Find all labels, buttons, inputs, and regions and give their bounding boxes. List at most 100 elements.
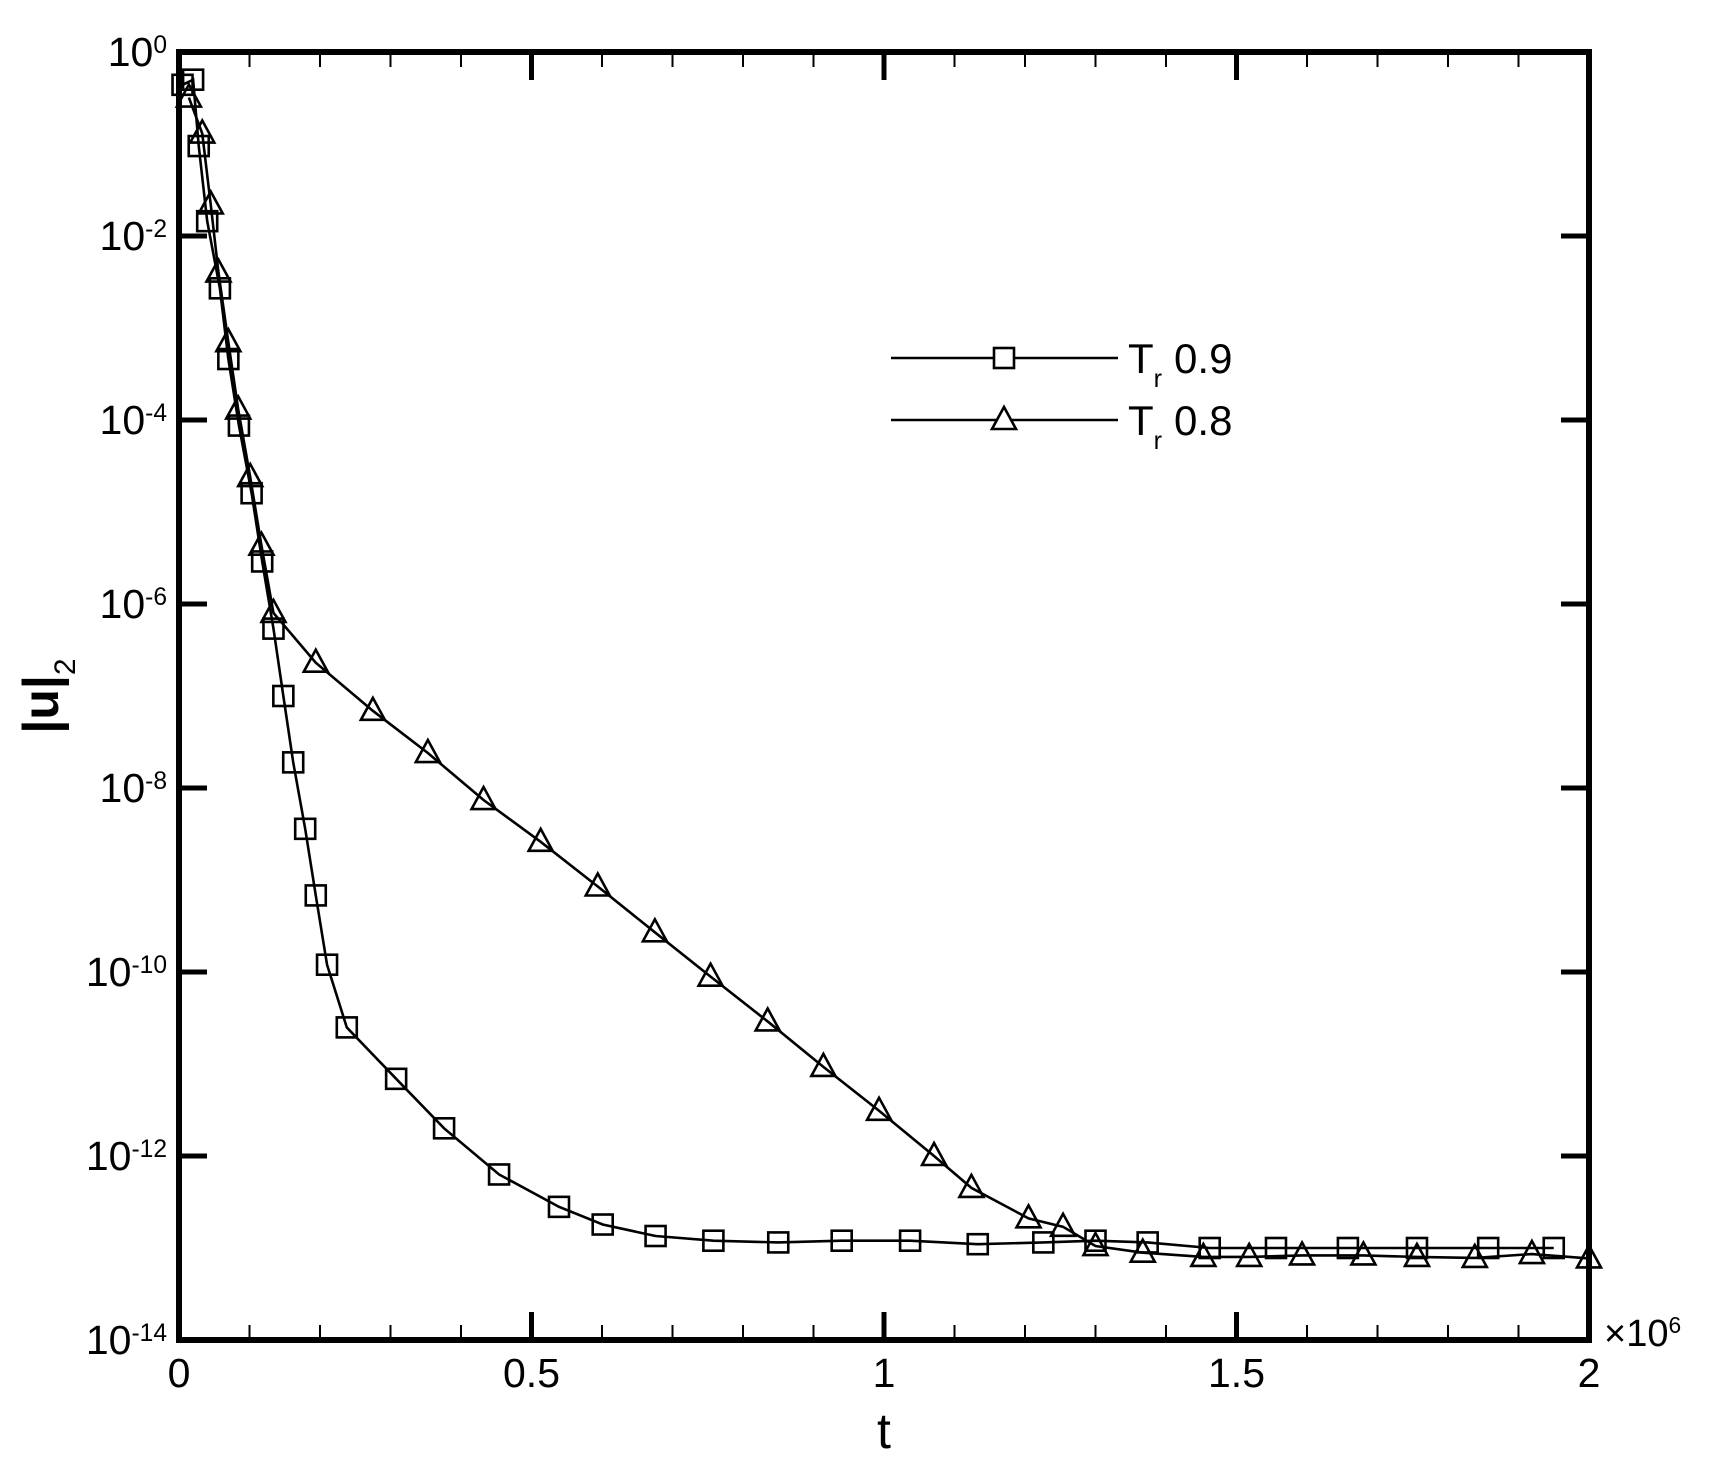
marker-square — [187, 134, 211, 158]
marker-square — [487, 1163, 511, 1186]
marker-triangle — [809, 1051, 838, 1078]
marker-triangle — [1287, 1239, 1317, 1266]
y-tick-label: 10-2 — [100, 213, 167, 259]
marker-triangle — [1014, 1202, 1043, 1229]
marker-square — [591, 1213, 615, 1236]
marker-square — [644, 1224, 667, 1248]
y-tick-base: 10 — [100, 581, 146, 627]
marker-square — [335, 1016, 359, 1039]
marker-triangle — [174, 81, 204, 108]
marker-square — [1336, 1236, 1360, 1260]
marker-square — [304, 884, 328, 907]
marker-square — [315, 953, 339, 977]
y-tick-base: 10 — [100, 397, 146, 443]
marker-triangle — [358, 695, 388, 722]
marker-triangle — [526, 826, 555, 853]
marker-triangle — [214, 326, 243, 353]
marker-triangle — [247, 530, 276, 557]
marker-square — [966, 1232, 990, 1256]
marker-triangle — [583, 870, 612, 897]
marker-triangle — [1048, 1211, 1078, 1238]
marker-square — [384, 1067, 408, 1091]
series-line — [181, 77, 1554, 1250]
multiplier-base: ×10 — [1604, 1313, 1668, 1355]
marker-triangle — [753, 1005, 782, 1032]
y-tick-base: 10 — [86, 1317, 132, 1363]
y-tick-base: 10 — [100, 213, 146, 259]
marker-square — [898, 1229, 922, 1253]
y-tick-label: 100 — [108, 29, 167, 75]
plot-frame — [176, 49, 1592, 1343]
y-tick-exponent: -12 — [131, 1136, 167, 1163]
y-tick-exponent: 0 — [153, 32, 167, 59]
x-axis-label: t — [877, 1403, 891, 1459]
legend-value: 0.8 — [1174, 397, 1232, 444]
marker-triangle — [1189, 1241, 1218, 1268]
legend-symbol: T — [1128, 397, 1154, 444]
legend-subscript: r — [1154, 365, 1162, 393]
y-tick-exponent: -4 — [145, 400, 167, 427]
x-tick-label: 2 — [1578, 1350, 1601, 1396]
legend-subscript: r — [1154, 427, 1162, 455]
marker-square — [1542, 1236, 1566, 1260]
marker-triangle — [204, 256, 233, 283]
legend-label: Tr 0.9 — [1128, 335, 1232, 393]
marker-triangle — [259, 597, 288, 624]
legend-marker — [992, 346, 1016, 370]
series-line — [187, 97, 1590, 1260]
marker-square — [195, 209, 219, 233]
legend-value: 0.9 — [1174, 335, 1232, 382]
marker-square — [272, 684, 295, 708]
marker-triangle — [1081, 1230, 1110, 1257]
marker-square — [547, 1195, 571, 1219]
y-tick-label: 10-12 — [86, 1133, 167, 1179]
y-tick-base: 10 — [100, 765, 146, 811]
x-tick-label: 1.5 — [1208, 1350, 1265, 1396]
y-tick-base: 10 — [86, 1133, 132, 1179]
marker-triangle — [919, 1140, 949, 1167]
legend-symbol: T — [1128, 335, 1154, 382]
y-tick-exponent: -8 — [145, 768, 167, 795]
y-tick-exponent: -2 — [145, 216, 167, 243]
marker-triangle — [1128, 1236, 1157, 1263]
marker-triangle — [301, 647, 330, 674]
y-tick-base: 10 — [108, 29, 154, 75]
y-label-text: |u| — [13, 675, 70, 734]
x-tick-label: 0 — [168, 1350, 191, 1396]
marker-triangle — [1402, 1241, 1432, 1268]
y-tick-base: 10 — [86, 949, 132, 995]
marker-triangle — [957, 1172, 986, 1199]
y-tick-label: 10-8 — [100, 765, 167, 811]
y-tick-label: 10-6 — [100, 581, 167, 627]
marker-triangle — [1517, 1238, 1547, 1265]
marker-triangle — [413, 737, 443, 764]
marker-square — [432, 1117, 456, 1140]
y-tick-exponent: -14 — [131, 1320, 167, 1347]
marker-square — [293, 817, 317, 841]
y-tick-label: 10-4 — [100, 397, 167, 443]
legend-marker — [989, 404, 1019, 431]
marker-square — [262, 617, 285, 640]
marker-triangle — [1460, 1242, 1489, 1269]
marker-triangle — [1349, 1239, 1378, 1266]
marker-square — [1264, 1236, 1288, 1260]
marker-triangle — [696, 960, 725, 987]
marker-square — [281, 751, 305, 774]
x-multiplier: ×106 — [1604, 1312, 1681, 1355]
marker-triangle — [640, 916, 670, 943]
marker-triangle — [1235, 1241, 1264, 1268]
x-tick-label: 0.5 — [503, 1350, 560, 1396]
marker-triangle — [236, 461, 265, 488]
y-tick-exponent: -6 — [145, 584, 167, 611]
marker-triangle — [188, 117, 217, 144]
marker-square — [1032, 1231, 1055, 1254]
y-tick-label: 10-14 — [86, 1317, 167, 1363]
y-axis-label: |u|2 — [13, 658, 82, 733]
marker-triangle — [196, 188, 225, 215]
x-tick-label: 1 — [873, 1350, 896, 1396]
marker-square — [830, 1229, 854, 1253]
marker-square — [766, 1231, 790, 1254]
y-label-subscript: 2 — [49, 658, 82, 675]
